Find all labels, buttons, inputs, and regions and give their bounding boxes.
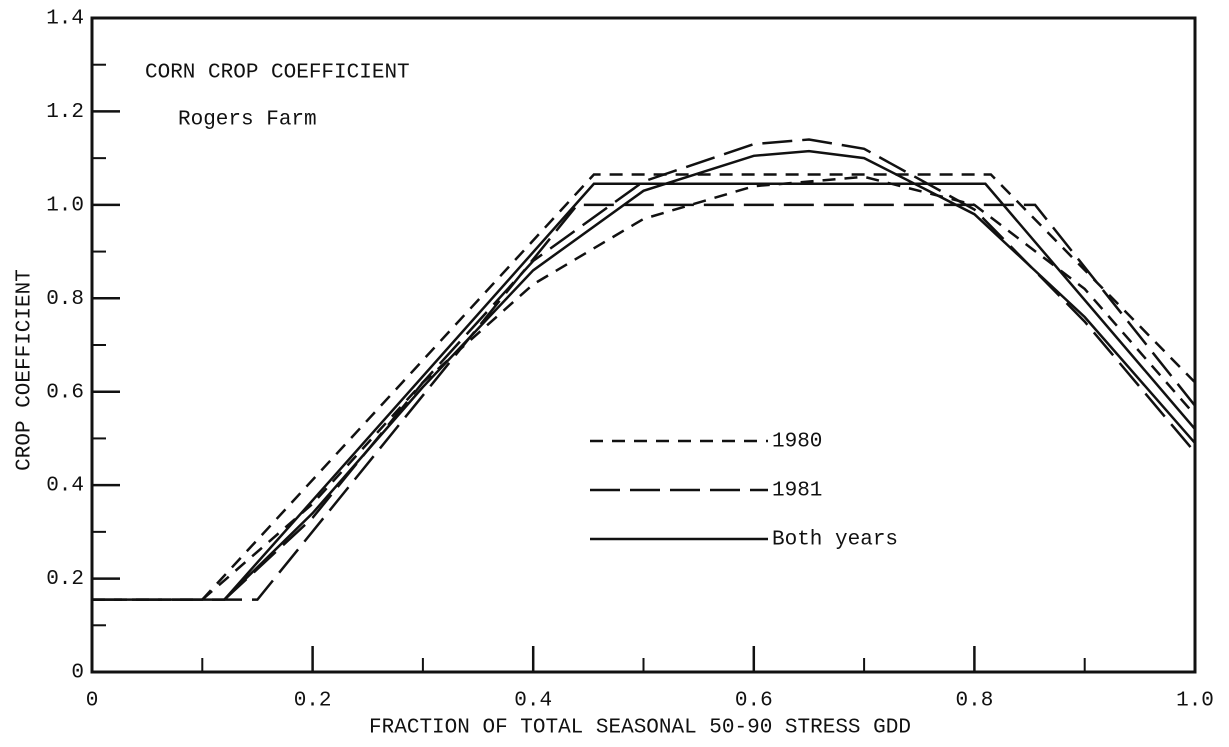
data-line (223, 149, 1195, 601)
data-line (201, 175, 1195, 601)
y-tick-label: 1.2 (46, 101, 84, 124)
x-axis-label: FRACTION OF TOTAL SEASONAL 50-90 STRESS … (369, 717, 911, 740)
y-tick-label: 0.8 (46, 288, 84, 311)
x-tick-label: 0.2 (294, 690, 332, 713)
data-line (92, 203, 1195, 601)
y-tick-label: 0.6 (46, 381, 84, 404)
legend-label: Both years (772, 529, 898, 552)
y-tick-label: 1.4 (46, 8, 84, 31)
chart-subtitle: Rogers Farm (178, 109, 317, 132)
data-line (92, 173, 1195, 601)
x-tick-label: 0.4 (514, 690, 552, 713)
x-tick-label: 0.6 (735, 690, 773, 713)
data-line (92, 182, 1195, 601)
y-tick-label: 0 (71, 662, 84, 685)
legend-label: 1981 (772, 480, 822, 503)
chart-title: CORN CROP COEFFICIENT (145, 62, 410, 85)
y-axis-label: CROP COEFFICIENT (14, 269, 37, 471)
x-tick-label: 0 (86, 690, 99, 713)
y-tick-label: 0.4 (46, 475, 84, 498)
x-tick-label: 0.8 (955, 690, 993, 713)
y-tick-label: 1.0 (46, 194, 84, 217)
data-line (223, 138, 1195, 601)
x-tick-label: 1.0 (1176, 690, 1214, 713)
legend-label: 1980 (772, 431, 822, 454)
y-tick-label: 0.2 (46, 568, 84, 591)
